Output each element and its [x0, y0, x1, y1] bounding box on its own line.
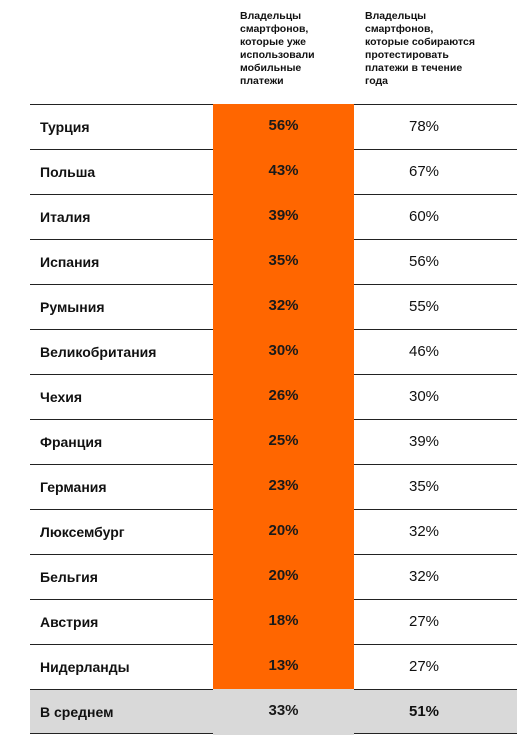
table-row: Чехия 26% 30% — [30, 374, 517, 420]
used-value-cell: 32% — [213, 284, 354, 330]
plan-value-cell: 51% — [408, 703, 440, 720]
plan-value-cell: 78% — [408, 118, 440, 135]
used-value-cell: 35% — [213, 239, 354, 285]
country-label: Люксембург — [40, 524, 125, 540]
used-value-cell: 20% — [213, 554, 354, 600]
table-row: Италия 39% 60% — [30, 194, 517, 240]
country-label: Турция — [40, 119, 90, 135]
country-label: Румыния — [40, 299, 105, 315]
country-label: Испания — [40, 254, 100, 270]
table-row: Испания 35% 56% — [30, 239, 517, 285]
table-row: Нидерланды 13% 27% — [30, 644, 517, 690]
used-value-cell: 13% — [213, 644, 354, 690]
column-header-used: Владельцы смартфонов, которые уже использов… — [240, 10, 340, 88]
used-value-cell: 20% — [213, 509, 354, 555]
header-line: мобильные — [240, 62, 302, 74]
used-value-cell: 39% — [213, 194, 354, 240]
header-line: года — [365, 75, 389, 87]
used-value-cell: 33% — [213, 689, 354, 735]
used-value-cell: 25% — [213, 419, 354, 465]
country-label: Нидерланды — [40, 659, 130, 675]
used-value-cell: 30% — [213, 329, 354, 375]
data-table: Турция 56% 78% Польша 43% 67% Италия 39% 60% Испа… — [30, 104, 517, 735]
country-label: Великобритания — [40, 344, 157, 360]
plan-value-cell: 35% — [408, 478, 440, 495]
country-label: Италия — [40, 209, 91, 225]
plan-value-cell: 60% — [408, 208, 440, 225]
table-row: Австрия 18% 27% — [30, 599, 517, 645]
plan-value-cell: 30% — [408, 388, 440, 405]
plan-value-cell: 56% — [408, 253, 440, 270]
table-row: Турция 56% 78% — [30, 104, 517, 150]
header-line: Владельцы — [240, 10, 302, 22]
header-line: протестировать — [365, 49, 449, 61]
plan-value-cell: 46% — [408, 343, 440, 360]
plan-value-cell: 32% — [408, 523, 440, 540]
plan-value-cell: 32% — [408, 568, 440, 585]
table-row: Германия 23% 35% — [30, 464, 517, 510]
header-line: которые собираются — [365, 36, 475, 48]
country-label: Германия — [40, 479, 107, 495]
country-label: Франция — [40, 434, 103, 450]
header-line: платежи в течение — [365, 62, 463, 74]
country-label: Чехия — [40, 389, 82, 405]
table-row: Бельгия 20% 32% — [30, 554, 517, 600]
header-line: Владельцы — [365, 10, 427, 22]
used-value-cell: 56% — [213, 104, 354, 150]
table-row: Румыния 32% 55% — [30, 284, 517, 330]
used-value-cell: 26% — [213, 374, 354, 420]
header-line: платежи — [240, 75, 284, 87]
used-value-cell: 23% — [213, 464, 354, 510]
table-row: Польша 43% 67% — [30, 149, 517, 195]
table-row: Великобритания 30% 46% — [30, 329, 517, 375]
header-line: использовали — [240, 49, 315, 61]
plan-value-cell: 67% — [408, 163, 440, 180]
column-header-plan: Владельцы смартфонов, которые собираются пр… — [365, 10, 515, 88]
header-line: которые уже — [240, 36, 306, 48]
plan-value-cell: 55% — [408, 298, 440, 315]
average-row: В среднем 33% 51% — [30, 689, 517, 735]
header-line: смартфонов, — [240, 23, 309, 35]
header-line: смартфонов, — [365, 23, 434, 35]
table-row: Люксембург 20% 32% — [30, 509, 517, 555]
country-label: Польша — [40, 164, 96, 180]
table-row: Франция 25% 39% — [30, 419, 517, 465]
used-value-cell: 43% — [213, 149, 354, 195]
country-label: Бельгия — [40, 569, 98, 585]
plan-value-cell: 27% — [408, 613, 440, 630]
plan-value-cell: 39% — [408, 433, 440, 450]
country-label: В среднем — [40, 704, 114, 720]
plan-value-cell: 27% — [408, 658, 440, 675]
country-label: Австрия — [40, 614, 99, 630]
used-value-cell: 18% — [213, 599, 354, 645]
